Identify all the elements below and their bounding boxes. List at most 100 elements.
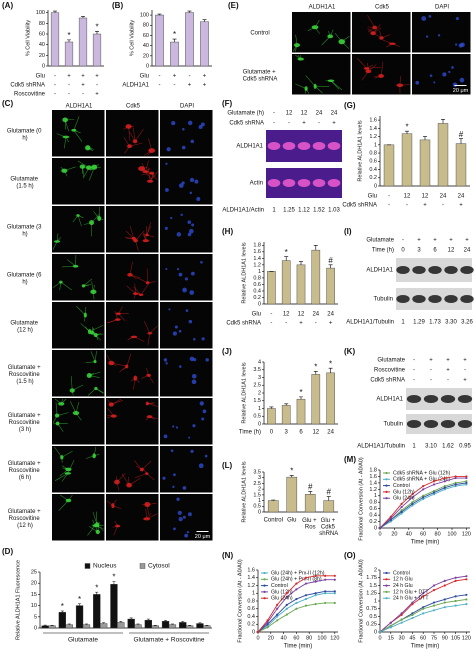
- data-point: [266, 621, 269, 624]
- blot-band: [440, 395, 456, 403]
- data-point: [454, 595, 457, 598]
- data-point: [454, 485, 457, 488]
- nucleus: [198, 463, 204, 469]
- header-value: -: [430, 378, 432, 384]
- condition-value: -: [442, 203, 444, 209]
- nucleus: [171, 121, 176, 126]
- scale-bar-label: 20 μm: [453, 88, 469, 94]
- error-bar: [326, 496, 331, 501]
- nucleus: [170, 449, 174, 453]
- y-tick-label: 0: [34, 625, 37, 631]
- y-tick-label: 0.6: [247, 606, 255, 612]
- nucleus: [166, 147, 171, 152]
- error-bar: [172, 38, 177, 43]
- legend-label: 24 h Glu: [393, 583, 413, 589]
- cell-body: [145, 472, 149, 475]
- y-tick-label: 0.4: [247, 614, 255, 620]
- y-tick-label: 1.6: [253, 249, 261, 255]
- condition-value: 24: [312, 312, 319, 318]
- neurite: [295, 83, 307, 89]
- y-tick-label: 1: [252, 591, 255, 597]
- ratio-value: 1.03: [328, 208, 340, 214]
- x-tick-label: 120: [330, 635, 339, 641]
- header-value: -: [413, 378, 415, 384]
- legend-label: Glu (24h) + Prx-II (8h): [271, 577, 322, 583]
- text-line: h): [22, 279, 27, 285]
- bar: [78, 17, 88, 67]
- error-bar: [289, 475, 294, 478]
- cell-body: [145, 281, 150, 285]
- text-line: Roscovitine: [9, 372, 42, 378]
- x-tick-label: 105: [451, 635, 460, 641]
- blot-band: [396, 266, 410, 274]
- data-point: [411, 502, 414, 505]
- nucleus: [455, 16, 459, 21]
- nucleus: [189, 191, 193, 195]
- text-line: h): [22, 231, 27, 237]
- neurite: [58, 500, 69, 511]
- cell-body: [94, 386, 98, 391]
- neurite: [140, 284, 148, 295]
- cell-body: [54, 413, 60, 418]
- condition-value: 24: [458, 194, 465, 200]
- error-bar: [67, 39, 71, 42]
- data-point: [314, 580, 317, 583]
- blot-band: [267, 179, 281, 187]
- row-label: Glutamate + Roscovitine (6 h): [8, 461, 43, 481]
- bar: [383, 144, 395, 187]
- y-tick-label: 20: [143, 53, 149, 59]
- text-line: Glutamate (0: [7, 128, 43, 134]
- legend-swatch: [385, 597, 388, 600]
- error-bar: [95, 591, 99, 595]
- condition-name: Glu: [252, 312, 261, 318]
- data-point: [266, 626, 269, 629]
- blot-band: [460, 266, 474, 274]
- y-axis-label: Fractional Conversion (At - A0/A0): [358, 559, 364, 643]
- header-value: +: [463, 378, 467, 384]
- condition-value: +: [81, 74, 85, 80]
- cell-body: [142, 239, 150, 243]
- y-tick-label: 0.4: [369, 167, 377, 173]
- nucleus: [192, 424, 196, 428]
- condition-value: +: [423, 203, 427, 209]
- data-point: [314, 594, 317, 597]
- cell-body: [372, 25, 377, 30]
- data-point: [422, 592, 425, 595]
- data-point: [333, 590, 336, 593]
- error-bar: [157, 13, 162, 16]
- legend-label: 24 h Glu + DTT: [393, 596, 429, 602]
- data-point: [400, 509, 403, 512]
- neurite: [146, 222, 151, 236]
- y-axis-label: % Cell Viability: [129, 20, 135, 57]
- text-line: (6 h): [19, 475, 31, 481]
- error-bar: [60, 610, 64, 613]
- condition-value: +: [203, 83, 207, 89]
- error-bar: [181, 621, 185, 623]
- y-tick-label: 100: [140, 13, 149, 19]
- condition-value: 12: [298, 312, 305, 318]
- x-tick-label: 0: [378, 635, 381, 641]
- bar: [127, 618, 135, 629]
- legend-swatch: [385, 484, 388, 487]
- y-tick-label: 2: [374, 567, 377, 573]
- neurite: [149, 171, 158, 182]
- cell-body: [69, 388, 75, 393]
- nucleus: [190, 139, 195, 144]
- bar: [311, 249, 321, 305]
- panel-label: (K): [344, 347, 355, 356]
- nucleus: [163, 434, 168, 439]
- error-bar: [299, 396, 303, 400]
- micrograph: [106, 446, 159, 493]
- data-point: [400, 512, 403, 515]
- header-value: 24: [331, 111, 338, 117]
- text-line: Cdk5 shRNA: [243, 76, 278, 82]
- row-label: Glutamate + Roscovitine (12 h): [8, 509, 43, 529]
- row-label: Glutamate (0 h): [7, 128, 43, 141]
- y-tick-label: 5: [34, 614, 37, 620]
- neurite: [330, 80, 340, 90]
- header-value: +: [463, 358, 467, 364]
- data-point: [411, 612, 414, 615]
- data-point: [454, 475, 457, 478]
- neurite: [69, 401, 77, 414]
- x-tick-label: Control: [264, 518, 283, 524]
